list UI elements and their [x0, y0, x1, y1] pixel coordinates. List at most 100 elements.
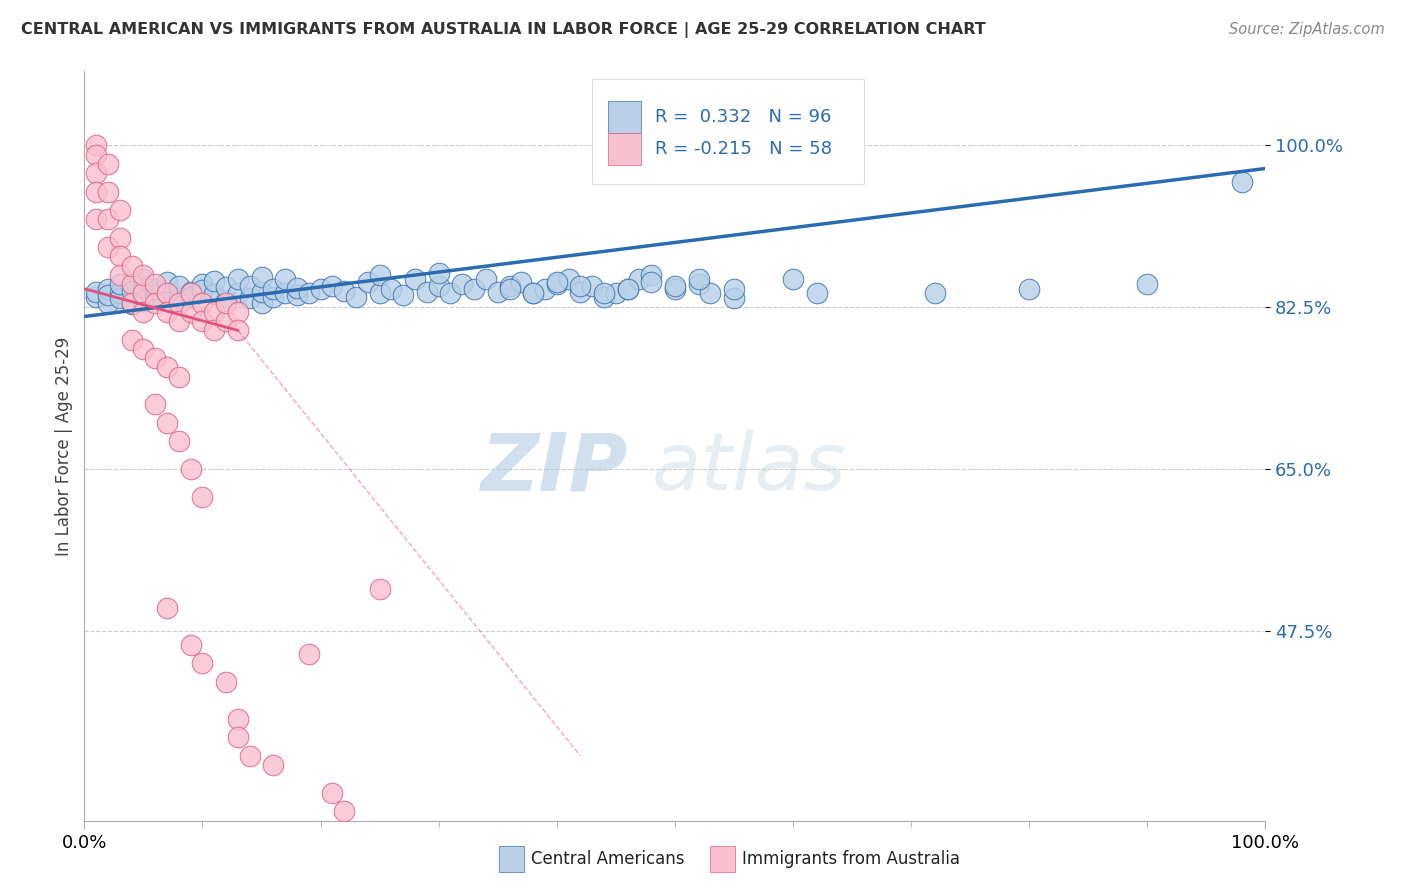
Point: [180, 286, 202, 301]
Point: [97, 240, 120, 254]
Point: [215, 674, 238, 689]
Point: [84, 185, 107, 199]
Point: [132, 305, 155, 319]
Point: [239, 279, 262, 293]
Point: [699, 286, 721, 301]
Point: [180, 638, 202, 652]
Point: [510, 275, 533, 289]
Point: [723, 291, 745, 305]
Point: [593, 286, 616, 301]
Point: [121, 295, 143, 310]
Point: [167, 291, 190, 305]
Point: [688, 272, 710, 286]
Point: [498, 282, 520, 296]
Point: [262, 758, 284, 772]
Text: CENTRAL AMERICAN VS IMMIGRANTS FROM AUSTRALIA IN LABOR FORCE | AGE 25-29 CORRELA: CENTRAL AMERICAN VS IMMIGRANTS FROM AUST…: [21, 22, 986, 38]
Point: [416, 285, 439, 299]
Text: R =  0.332   N = 96: R = 0.332 N = 96: [655, 108, 831, 126]
Point: [569, 279, 592, 293]
Point: [84, 212, 107, 227]
Point: [143, 397, 166, 411]
Point: [333, 805, 356, 819]
FancyBboxPatch shape: [607, 102, 641, 133]
Point: [191, 277, 214, 292]
Point: [143, 351, 166, 365]
Point: [180, 305, 202, 319]
Point: [262, 290, 284, 304]
Point: [143, 282, 166, 296]
Point: [404, 272, 426, 286]
FancyBboxPatch shape: [607, 133, 641, 165]
Point: [191, 657, 214, 671]
Point: [84, 147, 107, 161]
Point: [640, 275, 662, 289]
Text: Central Americans: Central Americans: [531, 850, 685, 868]
Point: [298, 647, 321, 661]
Y-axis label: In Labor Force | Age 25-29: In Labor Force | Age 25-29: [55, 336, 73, 556]
Point: [143, 295, 166, 310]
Point: [309, 282, 332, 296]
Point: [143, 277, 166, 292]
Point: [250, 269, 273, 284]
Point: [368, 286, 391, 301]
Point: [215, 280, 238, 294]
Point: [226, 271, 249, 285]
Point: [274, 272, 297, 286]
Point: [368, 582, 391, 597]
Point: [498, 279, 520, 293]
Point: [143, 288, 166, 302]
Point: [628, 272, 651, 286]
Point: [392, 288, 415, 302]
Point: [215, 314, 238, 328]
Point: [108, 291, 131, 305]
Text: Source: ZipAtlas.com: Source: ZipAtlas.com: [1229, 22, 1385, 37]
Point: [84, 290, 107, 304]
Point: [1136, 277, 1159, 292]
Point: [191, 295, 214, 310]
Point: [321, 786, 343, 800]
Point: [121, 277, 143, 292]
Point: [1230, 175, 1253, 189]
Point: [581, 279, 603, 293]
FancyBboxPatch shape: [592, 78, 863, 184]
Point: [180, 290, 202, 304]
Point: [156, 275, 179, 289]
Point: [239, 291, 262, 305]
Point: [167, 434, 190, 449]
Point: [664, 279, 686, 293]
Point: [806, 286, 828, 301]
Point: [191, 490, 214, 504]
Point: [108, 249, 131, 263]
Point: [723, 282, 745, 296]
Point: [522, 286, 544, 301]
Point: [262, 282, 284, 296]
Point: [226, 712, 249, 726]
Point: [191, 314, 214, 328]
Point: [475, 272, 498, 286]
Point: [368, 268, 391, 282]
Point: [167, 279, 190, 293]
Point: [180, 462, 202, 476]
Point: [97, 212, 120, 227]
Point: [202, 287, 225, 301]
Point: [156, 286, 179, 301]
Point: [239, 748, 262, 763]
Point: [357, 275, 380, 289]
Point: [427, 266, 450, 280]
Point: [546, 277, 568, 292]
Point: [534, 282, 557, 296]
Point: [132, 280, 155, 294]
Point: [522, 286, 544, 301]
Point: [156, 286, 179, 301]
Point: [156, 416, 179, 430]
Point: [108, 277, 131, 292]
Point: [167, 295, 190, 310]
Point: [132, 293, 155, 308]
Point: [557, 272, 579, 286]
Point: [924, 286, 946, 301]
Point: [298, 286, 321, 301]
Text: R = -0.215   N = 58: R = -0.215 N = 58: [655, 140, 832, 158]
Point: [202, 323, 225, 337]
Point: [274, 286, 297, 301]
Point: [226, 731, 249, 745]
